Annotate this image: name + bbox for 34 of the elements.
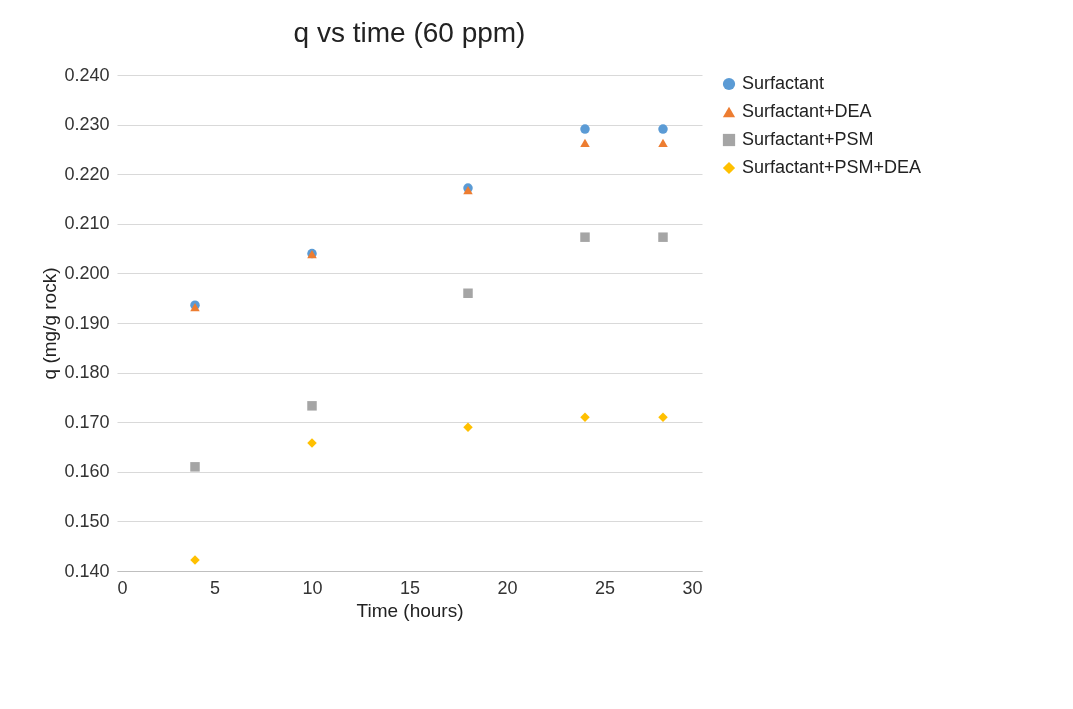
point: [463, 288, 473, 298]
point: [580, 232, 590, 242]
x-tick-label: 30: [682, 577, 703, 598]
y-tick-label: 0.170: [64, 411, 110, 432]
legend-label: Surfactant: [742, 73, 825, 93]
point: [190, 462, 200, 472]
y-axis-title: q (mg/g rock): [39, 267, 61, 380]
y-tick-label: 0.180: [64, 362, 110, 383]
x-tick-label: 20: [497, 577, 518, 598]
legend-label: Surfactant+PSM+DEA: [742, 157, 922, 177]
y-tick-label: 0.220: [64, 163, 110, 184]
x-tick-label: 0: [117, 577, 128, 598]
point: [580, 138, 590, 148]
legend-label: Surfactant+PSM: [742, 129, 874, 149]
x-tick-label: 25: [594, 577, 616, 598]
chart-title: q vs time (60 ppm): [293, 17, 526, 48]
legend-label: Surfactant+DEA: [742, 101, 872, 121]
point: [580, 124, 590, 134]
point: [307, 401, 317, 411]
y-tick-label: 0.190: [64, 312, 110, 333]
y-tick-label: 0.230: [64, 114, 110, 135]
y-tick-label: 0.160: [64, 461, 110, 482]
point: [658, 124, 668, 134]
x-tick-label: 5: [209, 577, 221, 598]
x-tick-label: 10: [302, 577, 323, 598]
point: [658, 138, 668, 148]
y-tick-label: 0.210: [64, 213, 110, 234]
y-tick-label: 0.200: [64, 262, 110, 283]
y-tick-label: 0.150: [64, 510, 110, 531]
point: [658, 232, 668, 242]
y-tick-label: 0.240: [64, 64, 110, 85]
y-tick-label: 0.140: [64, 560, 110, 581]
x-tick-label: 15: [399, 577, 421, 598]
x-axis-title: Time (hours): [356, 599, 464, 621]
